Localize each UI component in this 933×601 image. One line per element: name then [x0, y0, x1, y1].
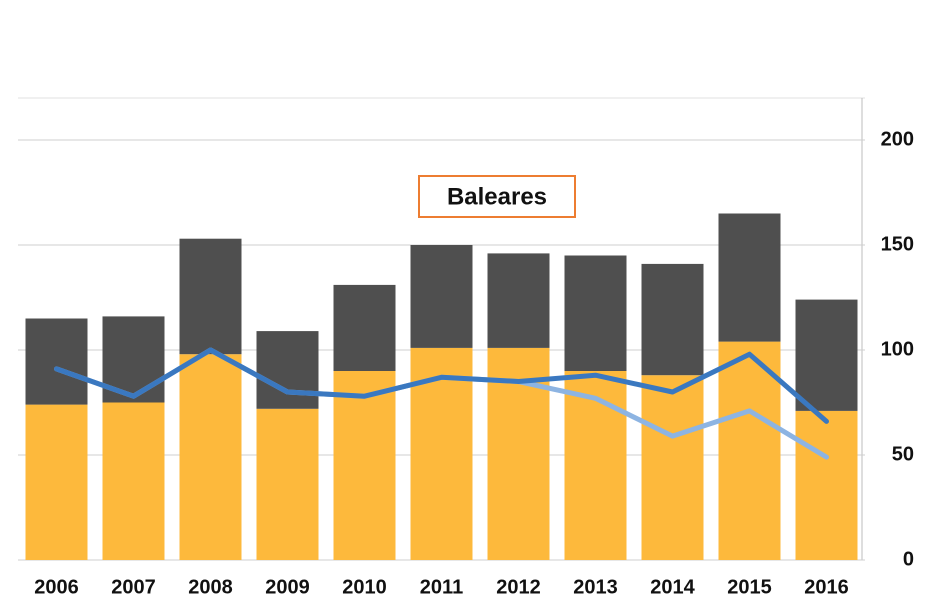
y-tick-label: 50 [892, 443, 914, 465]
title-box [418, 175, 576, 218]
bar-segment [641, 263, 704, 376]
x-tick-label: 2007 [111, 576, 156, 598]
x-tick-label: 2008 [188, 576, 233, 598]
x-tick-label: 2014 [650, 576, 695, 598]
y-tick-label: 0 [903, 548, 914, 570]
bar-segment [179, 354, 242, 560]
bar-segment [564, 255, 627, 371]
x-tick-label: 2012 [496, 576, 541, 598]
bar-segment [718, 341, 781, 560]
bar-segment [333, 284, 396, 371]
bar-segment [25, 318, 88, 405]
bar-segment [564, 371, 627, 560]
bar-segment [25, 404, 88, 560]
y-tick-label: 100 [881, 338, 914, 360]
chart-title: Baleares [447, 183, 547, 210]
labels: 0 50 100 150 200 2006 2007 2008 2009 2010 2011 2012… [34, 128, 914, 598]
line-series [54, 347, 829, 424]
x-tick-label: 2013 [573, 576, 618, 598]
bar-segment [410, 245, 473, 348]
x-tick-label: 2016 [804, 576, 849, 598]
lines [54, 347, 829, 460]
y-tick-label: 200 [881, 128, 914, 150]
bar-segment [256, 408, 319, 560]
bar-segment [256, 331, 319, 409]
bar-segment [718, 213, 781, 342]
bar-segment [102, 402, 165, 560]
bar-segment [795, 410, 858, 560]
x-tick-label: 2009 [265, 576, 310, 598]
bar-segment [487, 253, 550, 348]
x-tick-label: 2015 [727, 576, 772, 598]
bar-segment [641, 375, 704, 560]
x-tick-label: 2006 [34, 576, 79, 598]
x-tick-label: 2011 [420, 576, 463, 598]
bars [25, 213, 858, 560]
x-tick-label: 2010 [342, 576, 387, 598]
y-tick-label: 150 [881, 233, 914, 255]
bar-segment [795, 299, 858, 411]
bar-segment [179, 238, 242, 355]
bar-segment [333, 371, 396, 560]
